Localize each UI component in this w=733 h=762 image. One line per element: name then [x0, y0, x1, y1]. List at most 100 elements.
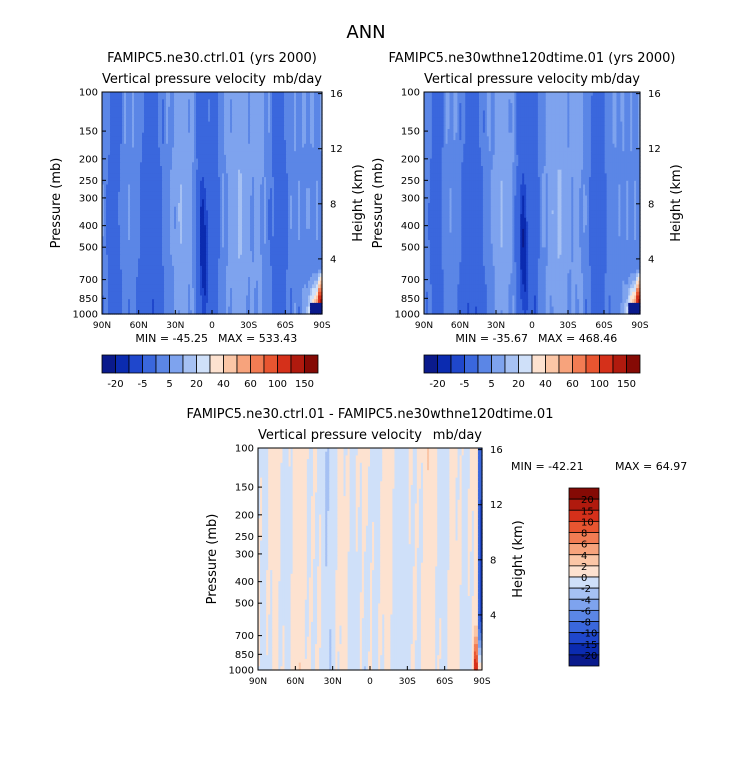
heatmap-cell	[228, 106, 231, 112]
heatmap-cell	[166, 143, 169, 149]
heatmap-cell	[284, 117, 287, 123]
heatmap-cell	[166, 110, 169, 115]
heatmap-cell	[160, 129, 163, 134]
heatmap-cell	[108, 143, 111, 149]
heatmap-cell	[174, 106, 177, 112]
heatmap-cell	[212, 136, 215, 141]
heatmap-cell	[130, 95, 133, 100]
heatmap-cell	[218, 129, 221, 134]
heatmap-cell	[136, 106, 139, 112]
heatmap-cell	[166, 121, 169, 126]
heatmap-cell	[150, 106, 153, 112]
heatmap-cell	[218, 132, 221, 137]
heatmap-cell	[166, 117, 169, 123]
heatmap-cell	[176, 147, 179, 152]
heatmap-cell	[138, 143, 141, 149]
heatmap-cell	[234, 125, 237, 130]
heatmap-cell	[150, 147, 153, 152]
figure-title: ANN	[346, 22, 385, 43]
heatmap-cell	[320, 110, 323, 115]
heatmap-cell	[148, 129, 151, 134]
heatmap-cell	[124, 114, 127, 119]
heatmap-cell	[186, 121, 189, 126]
heatmap-cell	[180, 95, 183, 100]
heatmap-cell	[270, 147, 273, 152]
heatmap-cell	[180, 99, 183, 104]
heatmap-cell	[156, 129, 159, 134]
heatmap-cell	[180, 106, 183, 112]
heatmap-cell	[288, 121, 291, 126]
heatmap-cell	[230, 132, 233, 137]
heatmap-cell	[176, 129, 179, 134]
heatmap-cell	[308, 114, 311, 119]
heatmap-cell	[212, 114, 215, 119]
heatmap-cell	[184, 103, 187, 108]
heatmap-cell	[300, 132, 303, 137]
heatmap-cell	[222, 147, 225, 152]
heatmap-cell	[236, 110, 239, 115]
heatmap-cell	[220, 136, 223, 141]
heatmap-cell	[198, 129, 201, 134]
heatmap-cell	[182, 140, 185, 145]
heatmap-cell	[278, 132, 281, 137]
heatmap-cell	[244, 95, 247, 100]
heatmap-cell	[174, 110, 177, 115]
heatmap-cell	[270, 143, 273, 149]
heatmap-cell	[110, 121, 113, 126]
heatmap-cell	[272, 143, 275, 149]
heatmap-cell	[296, 121, 299, 126]
heatmap-cell	[180, 143, 183, 149]
heatmap-cell	[220, 114, 223, 119]
heatmap-cell	[116, 121, 119, 126]
heatmap-cell	[210, 132, 213, 137]
heatmap-cell	[184, 99, 187, 104]
heatmap-cell	[212, 129, 215, 134]
heatmap-cell	[298, 106, 301, 112]
heatmap-cell	[166, 125, 169, 130]
heatmap-cell	[242, 95, 245, 100]
heatmap-cell	[166, 103, 169, 108]
heatmap-cell	[172, 114, 175, 119]
heatmap-cell	[154, 92, 157, 97]
heatmap-cell	[310, 140, 313, 145]
heatmap-cell	[140, 136, 143, 141]
heatmap-cell	[226, 143, 229, 149]
heatmap-cell	[264, 125, 267, 130]
heatmap-cell	[312, 117, 315, 123]
heatmap-cell	[146, 110, 149, 115]
heatmap-cell	[288, 114, 291, 119]
heatmap-cell	[136, 92, 139, 97]
heatmap-cell	[106, 143, 109, 149]
heatmap-cell	[168, 106, 171, 112]
heatmap-cell	[126, 114, 129, 119]
heatmap-cell	[178, 103, 181, 108]
heatmap-cell	[266, 121, 269, 126]
heatmap-cell	[222, 106, 225, 112]
heatmap-cell	[142, 121, 145, 126]
heatmap-cell	[172, 121, 175, 126]
heatmap-cell	[138, 99, 141, 104]
heatmap-cell	[290, 121, 293, 126]
heatmap-cell	[272, 125, 275, 130]
heatmap-cell	[310, 125, 313, 130]
heatmap-cell	[300, 129, 303, 134]
heatmap-cell	[162, 95, 165, 100]
heatmap-cell	[232, 110, 235, 115]
heatmap-cell	[128, 143, 131, 149]
heatmap-cell	[126, 95, 129, 100]
heatmap-cell	[244, 143, 247, 149]
heatmap-cell	[242, 92, 245, 97]
heatmap-cell	[256, 106, 259, 112]
heatmap-cell	[202, 147, 205, 152]
heatmap-cell	[228, 132, 231, 137]
heatmap-cell	[272, 129, 275, 134]
heatmap-cell	[172, 99, 175, 104]
heatmap-cell	[204, 95, 207, 100]
heatmap-cell	[150, 99, 153, 104]
heatmap-cell	[156, 121, 159, 126]
heatmap-cell	[188, 117, 191, 123]
heatmap-cell	[320, 143, 323, 149]
heatmap-cell	[164, 99, 167, 104]
heatmap-cell	[116, 125, 119, 130]
heatmap-cell	[262, 103, 265, 108]
